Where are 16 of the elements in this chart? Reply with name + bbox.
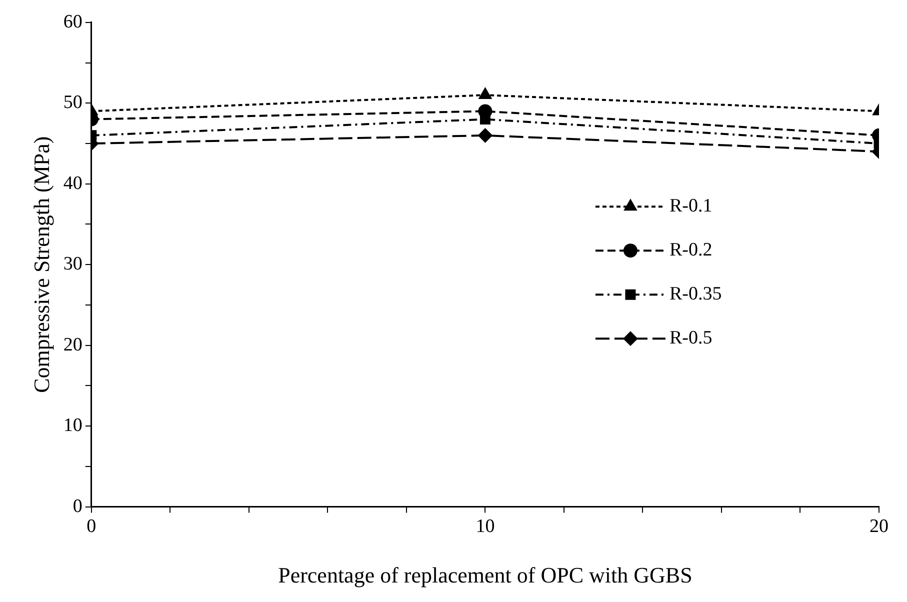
y-tick-label: 10	[63, 415, 82, 436]
y-tick-label: 30	[63, 254, 82, 275]
y-tick-label: 0	[72, 496, 82, 517]
x-tick-label: 10	[476, 516, 495, 538]
y-tick-label: 40	[63, 172, 82, 194]
legend-label: R-0.5	[669, 328, 712, 349]
y-axis-title: Compressive Strength (MPa)	[28, 136, 54, 393]
y-tick-label: 60	[63, 11, 82, 32]
legend-label: R-0.1	[669, 196, 712, 217]
y-tick-label: 50	[63, 92, 82, 114]
x-tick-label: 0	[86, 516, 96, 538]
legend-label: R-0.35	[669, 284, 722, 305]
legend-label: R-0.2	[669, 240, 712, 261]
x-axis-title: Percentage of replacement of OPC with GGBS	[278, 562, 692, 588]
y-tick-label: 20	[63, 334, 82, 356]
x-tick-label: 20	[870, 516, 888, 538]
